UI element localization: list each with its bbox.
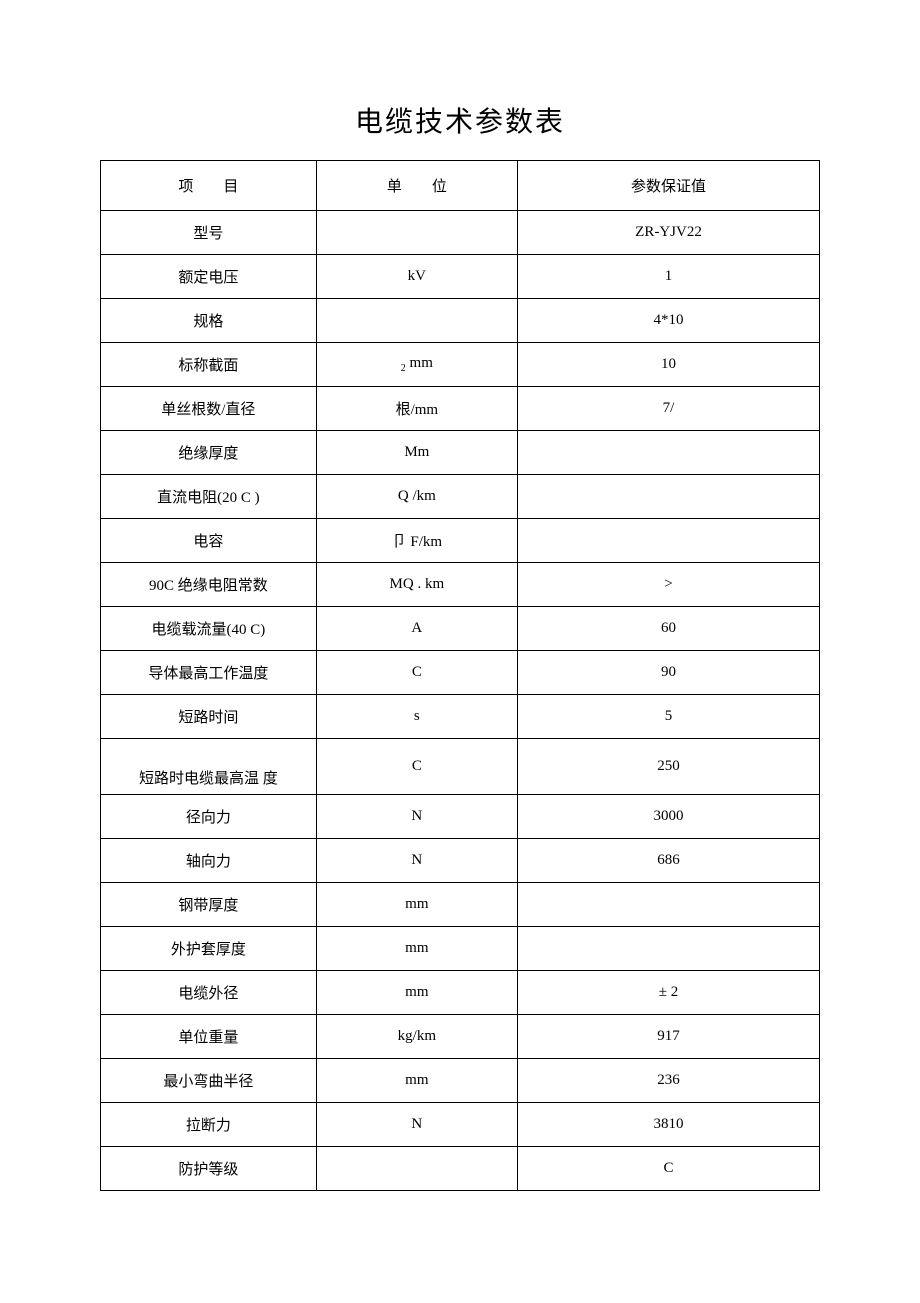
- cell-item: 电缆载流量(40 C): [101, 607, 317, 651]
- cell-value: ± 2: [518, 971, 820, 1015]
- cell-item: 拉断力: [101, 1103, 317, 1147]
- cell-item: 额定电压: [101, 255, 317, 299]
- cell-unit: kg/km: [316, 1015, 517, 1059]
- cell-item: 单丝根数/直径: [101, 387, 317, 431]
- cell-value: [518, 475, 820, 519]
- cell-item: 防护等级: [101, 1147, 317, 1191]
- cell-unit: mm: [316, 883, 517, 927]
- cell-unit: MQ . km: [316, 563, 517, 607]
- table-row: 标称截面 2 mm 10: [101, 343, 820, 387]
- cell-value: 60: [518, 607, 820, 651]
- cell-unit: Q /km: [316, 475, 517, 519]
- cell-item: 90C 绝缘电阻常数: [101, 563, 317, 607]
- cell-item: 电容: [101, 519, 317, 563]
- cell-value: 4*10: [518, 299, 820, 343]
- cell-item: 标称截面: [101, 343, 317, 387]
- cell-item: 钢带厚度: [101, 883, 317, 927]
- cell-unit: 根/mm: [316, 387, 517, 431]
- cell-value: 5: [518, 695, 820, 739]
- cell-item: 绝缘厚度: [101, 431, 317, 475]
- cell-value: 250: [518, 739, 820, 795]
- cell-value: 10: [518, 343, 820, 387]
- table-row: 额定电压 kV 1: [101, 255, 820, 299]
- cell-item: 短路时电缆最高温 度: [101, 739, 317, 795]
- cell-value: >: [518, 563, 820, 607]
- cell-item: 径向力: [101, 795, 317, 839]
- cell-unit: Mm: [316, 431, 517, 475]
- table-row: 最小弯曲半径 mm 236: [101, 1059, 820, 1103]
- cell-unit: N: [316, 839, 517, 883]
- cell-unit: C: [316, 651, 517, 695]
- cell-item: 单位重量: [101, 1015, 317, 1059]
- cell-item: 型号: [101, 211, 317, 255]
- table-row: 单丝根数/直径 根/mm 7/: [101, 387, 820, 431]
- table-row: 防护等级 C: [101, 1147, 820, 1191]
- header-unit: 单 位: [316, 161, 517, 211]
- cell-item: 规格: [101, 299, 317, 343]
- cell-unit: C: [316, 739, 517, 795]
- cell-item: 轴向力: [101, 839, 317, 883]
- cell-value: [518, 927, 820, 971]
- cell-value: 1: [518, 255, 820, 299]
- table-row: 外护套厚度 mm: [101, 927, 820, 971]
- cell-unit: N: [316, 795, 517, 839]
- table-row: 绝缘厚度 Mm: [101, 431, 820, 475]
- cell-item: 电缆外径: [101, 971, 317, 1015]
- cell-value: 686: [518, 839, 820, 883]
- page-title: 电缆技术参数表: [100, 100, 820, 140]
- cell-value: 3810: [518, 1103, 820, 1147]
- cell-item: 外护套厚度: [101, 927, 317, 971]
- cell-item: 直流电阻(20 C ): [101, 475, 317, 519]
- cell-unit: mm: [316, 971, 517, 1015]
- header-item: 项 目: [101, 161, 317, 211]
- table-row: 型号 ZR-YJV22: [101, 211, 820, 255]
- spec-table: 项 目 单 位 参数保证值 型号 ZR-YJV22 额定电压 kV 1 规格 4…: [100, 160, 820, 1191]
- cell-value: [518, 431, 820, 475]
- cell-unit: s: [316, 695, 517, 739]
- cell-unit: 2 mm: [316, 343, 517, 387]
- table-row: 90C 绝缘电阻常数 MQ . km >: [101, 563, 820, 607]
- cell-unit: A: [316, 607, 517, 651]
- table-row: 直流电阻(20 C ) Q /km: [101, 475, 820, 519]
- cell-value: [518, 519, 820, 563]
- cell-unit: mm: [316, 1059, 517, 1103]
- cell-unit: [316, 211, 517, 255]
- cell-value: ZR-YJV22: [518, 211, 820, 255]
- table-row: 短路时电缆最高温 度 C 250: [101, 739, 820, 795]
- cell-value: 917: [518, 1015, 820, 1059]
- header-value: 参数保证值: [518, 161, 820, 211]
- table-header-row: 项 目 单 位 参数保证值: [101, 161, 820, 211]
- table-row: 电缆载流量(40 C) A 60: [101, 607, 820, 651]
- cell-value: 3000: [518, 795, 820, 839]
- cell-value: 236: [518, 1059, 820, 1103]
- table-row: 导体最高工作温度 C 90: [101, 651, 820, 695]
- table-row: 径向力 N 3000: [101, 795, 820, 839]
- cell-value: [518, 883, 820, 927]
- cell-value: 7/: [518, 387, 820, 431]
- table-row: 电容 卩 F/km: [101, 519, 820, 563]
- cell-value: 90: [518, 651, 820, 695]
- cell-unit: N: [316, 1103, 517, 1147]
- cell-unit: kV: [316, 255, 517, 299]
- table-row: 规格 4*10: [101, 299, 820, 343]
- table-row: 单位重量 kg/km 917: [101, 1015, 820, 1059]
- cell-item: 导体最高工作温度: [101, 651, 317, 695]
- cell-unit: mm: [316, 927, 517, 971]
- cell-item: 短路时间: [101, 695, 317, 739]
- cell-unit: 卩 F/km: [316, 519, 517, 563]
- cell-item: 最小弯曲半径: [101, 1059, 317, 1103]
- table-row: 钢带厚度 mm: [101, 883, 820, 927]
- table-row: 拉断力 N 3810: [101, 1103, 820, 1147]
- table-row: 电缆外径 mm ± 2: [101, 971, 820, 1015]
- table-row: 短路时间 s 5: [101, 695, 820, 739]
- table-row: 轴向力 N 686: [101, 839, 820, 883]
- cell-unit: [316, 299, 517, 343]
- cell-unit: [316, 1147, 517, 1191]
- cell-value: C: [518, 1147, 820, 1191]
